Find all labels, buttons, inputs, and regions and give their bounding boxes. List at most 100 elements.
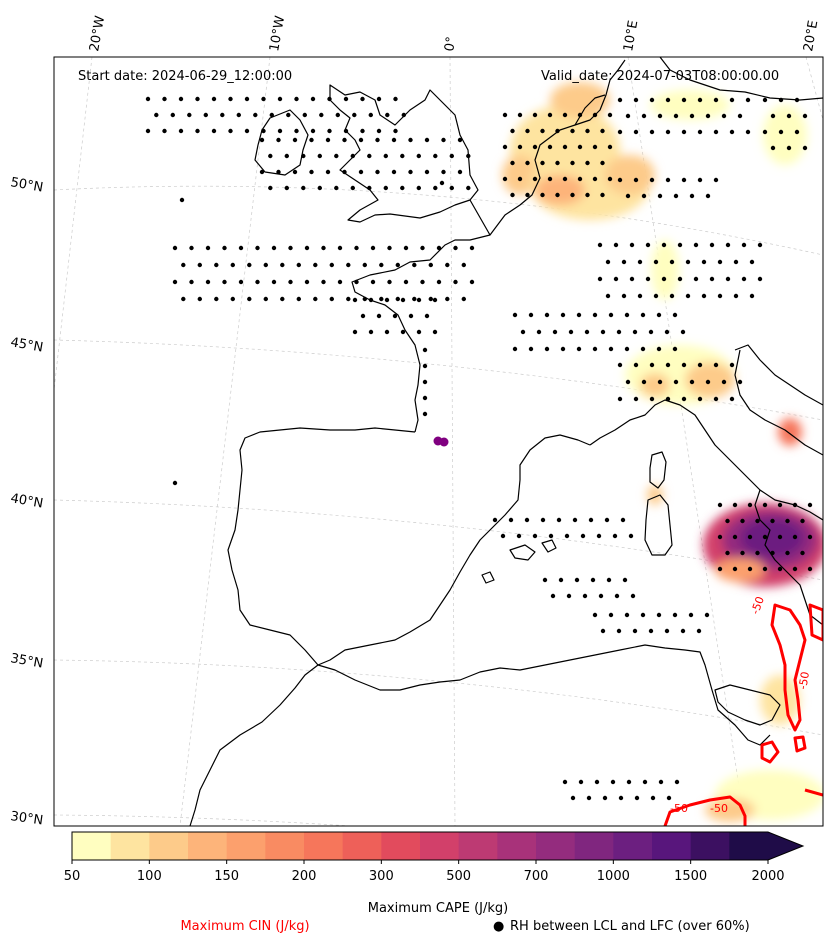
rh-dot (422, 379, 428, 385)
rh-dot (461, 262, 466, 268)
rh-dot (367, 153, 372, 159)
rh-dot (661, 242, 667, 248)
rh-dot (629, 276, 635, 282)
rh-dot (792, 502, 798, 508)
rh-dot (277, 128, 283, 134)
rh-dot (664, 329, 670, 335)
rh-dot (574, 577, 580, 583)
rh-dot (342, 137, 347, 143)
rh-dot (230, 296, 235, 302)
rh-dot (725, 242, 731, 248)
rh-dot (666, 795, 672, 801)
rh-dot (749, 259, 755, 265)
rh-dot (466, 185, 471, 191)
rh-dot (778, 129, 784, 135)
rh-dot (577, 176, 583, 182)
coastlines (189, 57, 823, 826)
rh-dot (261, 96, 266, 102)
rh-dot (617, 396, 623, 402)
rh-dot (288, 245, 293, 251)
rh-dot (309, 169, 314, 175)
rh-dot (653, 293, 659, 299)
rh-dot (650, 795, 656, 801)
rh-dot (360, 96, 365, 102)
rh-dot (263, 296, 268, 302)
rh-dot (540, 160, 545, 166)
colorbar-swatch (420, 832, 460, 860)
rh-dot (368, 297, 374, 303)
rh-dot (740, 550, 745, 556)
rh-dot (590, 577, 596, 583)
rh-dot (277, 96, 283, 102)
rh-dot (284, 153, 289, 159)
rh-dot (453, 245, 458, 251)
rh-dot (729, 362, 735, 368)
colorbar-tick-label: 150 (214, 869, 239, 884)
rh-dot (247, 296, 252, 302)
rh-dot (697, 129, 703, 135)
rh-dot (807, 534, 813, 540)
rh-dot (745, 97, 751, 103)
rh-dot (222, 245, 227, 251)
rh-dot (181, 262, 186, 268)
rh-dot (540, 517, 546, 523)
rh-dot (665, 97, 671, 103)
rh-dot (296, 296, 301, 302)
rh-dot (598, 593, 604, 599)
rh-dot (436, 245, 442, 251)
rh-dot (625, 193, 631, 199)
rh-dot (725, 276, 731, 282)
rh-dot (292, 137, 298, 143)
rh-dot (673, 113, 679, 119)
rh-dot (762, 129, 768, 135)
rh-dot (362, 262, 367, 268)
rh-dot (625, 379, 631, 385)
rh-dot (334, 185, 339, 191)
rh-dot (271, 279, 277, 285)
rh-dot (230, 262, 235, 268)
rh-dot (528, 346, 534, 352)
colorbar-swatch (497, 832, 537, 860)
rh-dot (701, 293, 707, 299)
rh-dot (717, 293, 723, 299)
rh-dot (178, 96, 184, 102)
map-frame (53, 56, 824, 827)
rh-dot (755, 550, 760, 556)
rh-dot (713, 396, 719, 402)
rh-dot (800, 518, 805, 524)
rh-dot (441, 169, 446, 175)
rh-dot (189, 279, 194, 285)
rh-dot (614, 593, 620, 599)
rh-dot (536, 329, 542, 335)
rh-dot (532, 144, 538, 150)
rh-dot (562, 144, 568, 150)
rh-dot (800, 550, 805, 556)
rh-dot (665, 129, 671, 135)
colorbar-swatch (690, 832, 730, 860)
rh-dot (461, 296, 466, 302)
rh-dot (640, 346, 646, 352)
rh-dot (525, 192, 530, 198)
rh-dot (624, 312, 630, 318)
rh-dot (749, 293, 755, 299)
rh-dot (360, 313, 366, 319)
rh-dot (732, 534, 738, 540)
rh-dot (717, 502, 723, 508)
rh-dot (544, 312, 550, 318)
rh-dot (268, 153, 273, 159)
rh-dot (420, 279, 425, 285)
rh-dot (547, 144, 553, 150)
rh-dot (510, 128, 515, 134)
rh-dot (562, 779, 568, 785)
rh-dot (622, 577, 628, 583)
rh-dot (747, 534, 753, 540)
rh-dot (624, 346, 630, 352)
rh-dot (469, 279, 475, 285)
lat-label: 50°N (9, 175, 44, 195)
rh-dot (602, 795, 608, 801)
rh-dot (346, 262, 351, 268)
rh-dot (391, 137, 397, 143)
rh-dot (383, 153, 388, 159)
rh-dot (725, 550, 730, 556)
rh-dot (657, 379, 663, 385)
